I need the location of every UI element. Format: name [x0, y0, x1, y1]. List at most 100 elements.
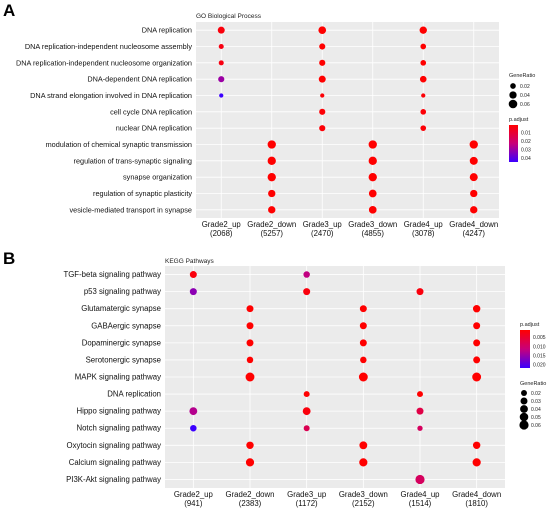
term-label: p53 signaling pathway	[84, 287, 161, 296]
category-count-label: (941)	[184, 499, 203, 508]
panel-a-plot-area	[196, 22, 499, 218]
panel-a-size-legend: 0.02 0.04 0.06	[508, 83, 530, 109]
size-legend-label: 0.06	[520, 102, 530, 108]
data-point	[302, 407, 311, 416]
data-point	[267, 156, 276, 165]
data-point	[416, 288, 424, 296]
panel-a-size-legend-title: GeneRatio	[509, 73, 535, 79]
category-label: Grade3_down	[348, 220, 397, 229]
color-legend-label: 0.03	[521, 147, 531, 153]
data-point	[303, 288, 311, 296]
data-point	[359, 322, 367, 330]
term-label: DNA-dependent DNA replication	[87, 75, 192, 84]
data-point	[415, 474, 425, 485]
data-point	[470, 206, 478, 214]
data-point	[218, 43, 224, 50]
data-point	[189, 407, 198, 416]
data-point	[368, 205, 377, 214]
term-label: Oxytocin signaling pathway	[67, 441, 162, 450]
data-point	[246, 305, 254, 313]
size-legend-dot	[509, 91, 517, 99]
term-label: regulation of synaptic plasticity	[93, 189, 192, 198]
category-label: Grade2_up	[174, 490, 214, 499]
category-label: Grade4_up	[404, 220, 444, 229]
panel-a-legends: GeneRatio 0.02 0.04 0.06 p.adjust 0.01 0.02…	[508, 73, 535, 162]
go-biological-process-panel: A GO Biological Process DNA replication D…	[3, 1, 535, 238]
color-legend-label: 0.010	[533, 344, 546, 350]
data-point	[246, 356, 254, 364]
panel-a-color-legend-ticks: 0.01 0.02 0.03 0.04	[521, 131, 531, 162]
term-label: Dopaminergic synapse	[82, 338, 161, 347]
panel-a-category-labels: Grade2_up(2068) Grade2_down(5257) Grade3_u…	[202, 220, 499, 238]
category-count-label: (2068)	[210, 229, 233, 238]
term-label: nuclear DNA replication	[116, 124, 192, 133]
data-point	[359, 305, 367, 313]
data-point	[470, 189, 478, 198]
data-point	[368, 156, 377, 165]
term-label: Calcium signaling pathway	[69, 458, 161, 467]
data-point	[189, 271, 197, 279]
category-count-label: (1172)	[296, 499, 318, 508]
data-point	[417, 391, 423, 398]
data-point	[319, 108, 326, 115]
panel-a-color-bar	[509, 125, 518, 162]
panel-b-color-bar	[520, 330, 530, 368]
category-count-label: (5257)	[260, 229, 283, 238]
category-label: Grade3_down	[339, 490, 388, 499]
data-point	[420, 125, 427, 131]
data-point	[420, 109, 427, 115]
data-point	[189, 288, 197, 296]
panel-b-size-legend: 0.02 0.03 0.04 0.05 0.06	[519, 390, 541, 430]
category-count-label: (4247)	[462, 229, 485, 238]
color-legend-label: 0.005	[533, 335, 546, 341]
data-point	[421, 93, 426, 98]
panel-a-letter: A	[3, 1, 15, 20]
size-legend-label: 0.04	[520, 93, 530, 99]
category-label: Grade4_down	[449, 220, 498, 229]
data-point	[359, 339, 367, 347]
category-label: Grade2_down	[226, 490, 275, 499]
data-point	[472, 441, 481, 450]
data-point	[246, 322, 254, 330]
data-point	[319, 43, 326, 50]
data-point	[420, 60, 427, 66]
data-point	[359, 441, 368, 450]
size-legend-label: 0.04	[531, 407, 541, 413]
data-point	[218, 76, 225, 83]
data-point	[419, 26, 427, 34]
data-point	[416, 407, 424, 415]
size-legend-dot	[520, 397, 528, 405]
data-point	[359, 458, 368, 467]
data-point	[246, 339, 254, 347]
data-point	[472, 458, 481, 467]
panel-b-size-legend-title: GeneRatio	[520, 381, 546, 387]
color-legend-label: 0.01	[521, 131, 531, 137]
term-label: vesicle-mediated transport in synapse	[70, 205, 193, 214]
term-label: MAPK signaling pathway	[75, 373, 161, 382]
data-point	[217, 26, 225, 34]
data-point	[469, 140, 478, 149]
size-legend-label: 0.05	[531, 415, 541, 421]
category-label: Grade2_down	[247, 220, 296, 229]
term-label: TGF-beta signaling pathway	[63, 270, 161, 279]
data-point	[219, 93, 224, 98]
data-point	[472, 372, 482, 382]
data-point	[417, 425, 423, 431]
color-legend-label: 0.020	[533, 362, 546, 368]
data-point	[368, 189, 377, 198]
color-legend-label: 0.015	[533, 353, 546, 359]
term-label: modulation of chemical synaptic transmis…	[46, 140, 192, 149]
data-point	[469, 156, 478, 165]
data-point	[472, 304, 481, 313]
term-label: Serotonergic synapse	[86, 355, 161, 364]
data-point	[268, 206, 276, 214]
data-point	[368, 140, 377, 149]
data-point	[420, 43, 427, 50]
panel-a-title: GO Biological Process	[196, 13, 262, 20]
term-label: DNA replication	[142, 26, 192, 35]
size-legend-dot	[519, 412, 529, 422]
term-label: synapse organization	[123, 173, 192, 182]
category-count-label: (4855)	[361, 229, 384, 238]
category-label: Grade4_down	[452, 490, 501, 499]
